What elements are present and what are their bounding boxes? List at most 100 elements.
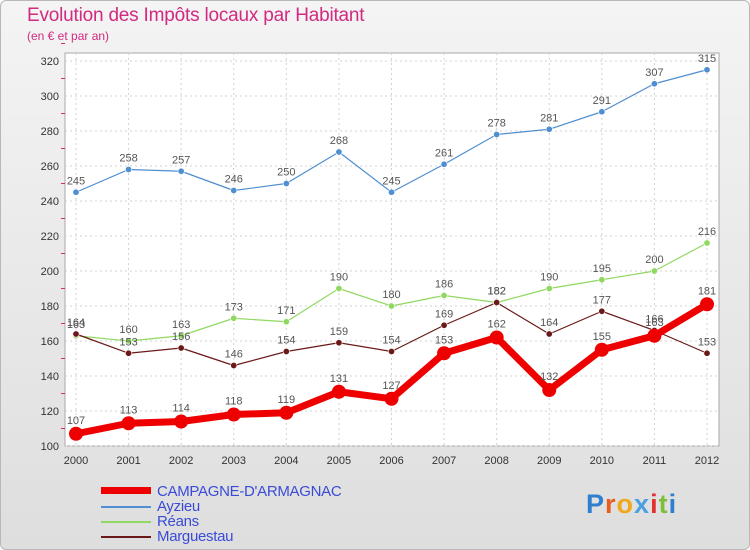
data-label: 169	[435, 308, 453, 320]
data-label: 278	[487, 118, 505, 130]
data-label: 258	[119, 153, 137, 165]
data-point	[282, 318, 290, 326]
x-tick-label: 2000	[64, 455, 88, 467]
data-label: 171	[277, 305, 295, 317]
data-point	[282, 347, 290, 355]
data-point	[650, 267, 658, 275]
data-label: 107	[67, 415, 85, 427]
y-tick-label: 240	[41, 196, 59, 208]
data-label: 164	[540, 317, 558, 329]
x-tick-label: 2011	[643, 455, 667, 467]
data-label: 164	[67, 317, 85, 329]
data-label: 268	[330, 135, 348, 147]
x-tick-label: 2012	[695, 455, 719, 467]
data-label: 182	[487, 286, 505, 298]
data-label: 200	[645, 254, 663, 266]
data-point	[703, 66, 711, 74]
data-label: 156	[172, 331, 190, 343]
x-tick-label: 2008	[484, 455, 508, 467]
data-point	[493, 298, 501, 306]
data-label: 166	[645, 314, 663, 326]
x-tick-label: 2010	[590, 455, 614, 467]
data-label: 245	[67, 175, 85, 187]
logo-letter: t	[658, 489, 669, 519]
data-point	[335, 339, 343, 347]
data-label: 163	[645, 317, 663, 329]
y-tick-label: 260	[41, 161, 59, 173]
data-label: 118	[225, 396, 243, 408]
data-point	[598, 276, 606, 284]
x-tick-label: 2004	[274, 455, 298, 467]
data-label: 163	[172, 319, 190, 331]
logo-letter: x	[634, 489, 651, 519]
data-label: 153	[119, 336, 137, 348]
data-label: 190	[540, 272, 558, 284]
data-point	[125, 349, 133, 357]
data-label: 114	[172, 403, 190, 415]
data-label: 146	[225, 349, 243, 361]
data-label: 281	[540, 112, 558, 124]
data-point	[177, 167, 185, 175]
logo-letter: r	[605, 489, 617, 519]
proxiti-logo: Proxiti	[586, 489, 677, 520]
data-point	[545, 284, 553, 292]
chart-subtitle: (en € et par an)	[27, 29, 110, 43]
data-label: 153	[435, 334, 453, 346]
data-label: 160	[119, 324, 137, 336]
data-point	[598, 108, 606, 116]
data-point	[177, 344, 185, 352]
x-tick-label: 2003	[222, 455, 246, 467]
logo-letter: i	[668, 489, 678, 519]
data-label: 163	[67, 319, 85, 331]
data-point	[177, 332, 185, 340]
x-tick-label: 2005	[327, 455, 351, 467]
y-tick-label: 280	[41, 126, 59, 138]
data-point	[594, 342, 609, 357]
data-point	[387, 347, 395, 355]
legend-swatch	[101, 506, 151, 508]
chart-title: Evolution des Impôts locaux par Habitant	[27, 5, 365, 26]
data-point	[387, 302, 395, 310]
data-point	[174, 414, 189, 429]
data-label: 180	[382, 289, 400, 301]
legend-label: CAMPAGNE-D'ARMAGNAC	[157, 483, 342, 500]
data-point	[72, 330, 80, 338]
y-tick-label: 180	[41, 301, 59, 313]
data-label: 315	[698, 53, 716, 65]
y-tick-label: 160	[41, 336, 59, 348]
data-point	[335, 284, 343, 292]
data-point	[703, 239, 711, 247]
data-label: 159	[330, 326, 348, 338]
logo-letter: o	[616, 489, 635, 519]
x-tick-label: 2009	[537, 455, 561, 467]
data-label: 195	[593, 263, 611, 275]
data-point	[335, 148, 343, 156]
y-tick-label: 200	[41, 266, 59, 278]
data-point	[493, 131, 501, 139]
data-label: 162	[487, 319, 505, 331]
legend-swatch	[101, 536, 151, 538]
data-point	[440, 291, 448, 299]
data-point	[489, 330, 504, 345]
data-label: 291	[593, 95, 611, 107]
data-point	[282, 180, 290, 188]
y-tick-label: 120	[41, 406, 59, 418]
data-point	[230, 361, 238, 369]
data-label: 154	[277, 335, 295, 347]
data-label: 127	[382, 380, 400, 392]
data-point	[230, 314, 238, 322]
x-tick-label: 2002	[169, 455, 193, 467]
data-point	[440, 160, 448, 168]
data-label: 190	[330, 272, 348, 284]
data-label: 216	[698, 226, 716, 238]
data-label: 131	[330, 373, 348, 385]
x-tick-label: 2006	[379, 455, 403, 467]
data-label: 119	[278, 394, 296, 406]
data-point	[331, 384, 346, 399]
y-tick-label: 100	[41, 441, 59, 453]
y-tick-label: 300	[41, 91, 59, 103]
data-label: 173	[225, 301, 243, 313]
legend-swatch	[101, 487, 151, 494]
